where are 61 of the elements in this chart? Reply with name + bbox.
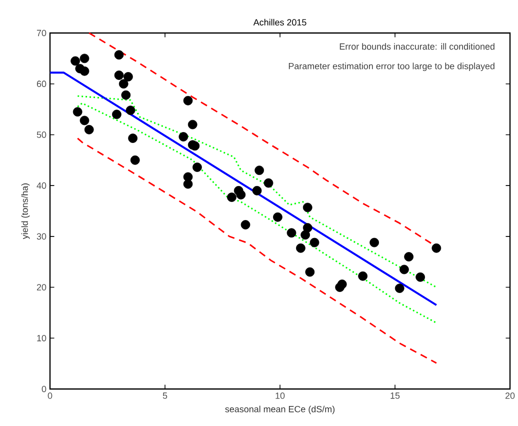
- point: [121, 90, 131, 100]
- point: [80, 66, 90, 76]
- point: [254, 166, 264, 175]
- point: [178, 132, 188, 142]
- point: [130, 155, 140, 165]
- y-tick-label: 10: [37, 334, 46, 342]
- point: [302, 202, 312, 212]
- point: [128, 134, 138, 143]
- point: [72, 107, 82, 117]
- y-tick-label: 20: [36, 284, 46, 290]
- point: [302, 223, 312, 232]
- point: [227, 192, 236, 202]
- point: [114, 50, 124, 60]
- point: [310, 238, 320, 248]
- point: [394, 284, 404, 293]
- point: [264, 178, 274, 188]
- point: [252, 186, 262, 196]
- line-series: [76, 138, 438, 364]
- y-tick-label: 30: [36, 233, 46, 240]
- point: [183, 172, 193, 182]
- y-axis-title: yield (tons/ha): [21, 183, 30, 240]
- annotation: Parameter estimation error too large to be displayed: [288, 62, 494, 72]
- point: [188, 120, 198, 130]
- point: [183, 96, 193, 106]
- x-tick-label: 15: [390, 392, 400, 399]
- y-tick-label: 60: [36, 80, 46, 88]
- point: [192, 162, 202, 172]
- point: [358, 271, 368, 281]
- x-tick-label: 5: [162, 392, 168, 399]
- point: [190, 141, 200, 151]
- point: [337, 280, 347, 289]
- point: [404, 252, 414, 262]
- x-tick-label: 20: [505, 392, 515, 399]
- y-tick-label: 0: [42, 386, 46, 392]
- point: [126, 106, 136, 115]
- x-tick-label: 0: [48, 392, 52, 399]
- y-tick-label: 70: [36, 30, 46, 36]
- point: [286, 228, 296, 238]
- x-tick-label: 10: [276, 392, 285, 399]
- point: [80, 116, 90, 126]
- point: [416, 272, 425, 282]
- point: [124, 72, 133, 82]
- y-tick-label: 50: [36, 132, 46, 138]
- point: [84, 124, 94, 134]
- annotation: Error bounds inaccurate: ill conditioned: [340, 43, 494, 50]
- point: [70, 56, 80, 66]
- point: [118, 79, 128, 89]
- chart-title: Achilles 2015: [253, 18, 306, 26]
- y-tick-label: 40: [36, 182, 46, 189]
- point: [273, 212, 282, 222]
- point: [305, 267, 315, 277]
- point: [112, 110, 122, 120]
- point: [114, 70, 124, 80]
- point: [400, 264, 409, 274]
- x-axis-title: seasonal mean ECe (dS/m): [225, 406, 335, 414]
- point: [80, 54, 90, 64]
- point: [432, 243, 442, 253]
- point: [236, 190, 246, 200]
- point: [370, 238, 379, 248]
- point: [240, 220, 250, 230]
- point: [296, 243, 306, 253]
